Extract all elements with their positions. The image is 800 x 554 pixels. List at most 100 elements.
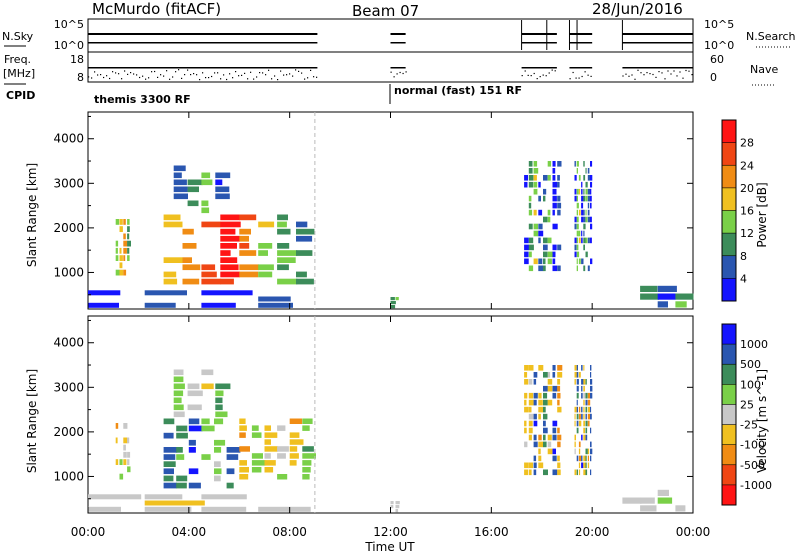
nave-dot [151, 71, 153, 73]
heatmap-cell [547, 385, 553, 392]
colorbar-segment [722, 120, 736, 143]
heatmap-cell [576, 399, 578, 406]
nave-dot [646, 72, 648, 74]
heatmap-cell [201, 290, 253, 296]
power-y-ticks: 1000 2000 3000 4000 [53, 112, 694, 309]
heatmap-cell [576, 455, 579, 462]
heatmap-cell [585, 195, 588, 202]
nave-dot [100, 74, 102, 76]
heatmap-cell [123, 255, 126, 261]
nave-dot [166, 70, 168, 72]
cpid-segment-themis: themis 3300 RF [94, 93, 191, 106]
heatmap-cell [239, 235, 249, 242]
heatmap-cell [220, 250, 231, 256]
heatmap-cell [214, 475, 221, 482]
heatmap-cell [543, 385, 548, 392]
heatmap-cell [251, 467, 262, 473]
nsearch-trace [88, 42, 318, 44]
heatmap-cell [123, 247, 127, 254]
heatmap-cell [587, 462, 590, 469]
y-tick-label: 2000 [53, 425, 84, 439]
velocity-colorbar-label: Velocity [m s^-1] [755, 369, 769, 473]
nave-dot [533, 72, 535, 75]
heatmap-cell [552, 202, 557, 209]
nave-dot [643, 74, 645, 76]
heatmap-cell [127, 451, 131, 458]
heatmap-cell [251, 453, 263, 459]
heatmap-cell [543, 434, 546, 441]
heatmap-cell [543, 441, 547, 448]
heatmap-cell [583, 427, 585, 434]
heatmap-cell [552, 265, 558, 272]
nave-dot [217, 72, 219, 74]
heatmap-cell [188, 447, 196, 453]
heatmap-cell [576, 427, 579, 434]
heatmap-cell [538, 441, 544, 448]
nave-dot [283, 74, 285, 76]
heatmap-cell [590, 175, 593, 181]
nave-dot [640, 72, 642, 74]
heatmap-cell [547, 448, 553, 455]
heatmap-cell [390, 305, 396, 309]
nave-dot [691, 74, 693, 76]
heatmap-cell [215, 179, 223, 186]
heatmap-cell [533, 413, 537, 420]
heatmap-cell [524, 399, 527, 406]
nave-dot [587, 74, 589, 76]
heatmap-cell [264, 439, 271, 445]
heatmap-cell [576, 230, 579, 237]
nave-dot [655, 76, 657, 78]
heatmap-cell [576, 365, 578, 371]
summary-strips [88, 20, 693, 81]
nave-dot [97, 74, 99, 76]
heatmap-cell [524, 244, 529, 251]
heatmap-cell [547, 258, 552, 265]
heatmap-cell [583, 469, 586, 476]
heatmap-cell [123, 219, 126, 225]
colorbar-tick-label: 28 [740, 137, 754, 150]
heatmap-cell [277, 214, 288, 221]
heatmap-cell [220, 228, 236, 235]
heatmap-cell [590, 365, 592, 371]
heatmap-cell [552, 251, 556, 258]
heatmap-cell [187, 383, 200, 390]
heatmap-cell [524, 427, 527, 434]
heatmap-cell [583, 216, 586, 223]
nave-dot [214, 72, 216, 74]
heatmap-cell [258, 250, 268, 256]
heatmap-cell [675, 301, 687, 308]
heatmap-cell [289, 460, 297, 466]
nave-dot [169, 78, 171, 80]
nave-dot [157, 76, 159, 78]
nave-tick-top: 60 [710, 53, 724, 66]
heatmap-cell [543, 195, 546, 202]
heatmap-cell [543, 469, 548, 476]
nave-dot [103, 76, 105, 79]
heatmap-cell [187, 404, 202, 411]
heatmap-cell [576, 202, 579, 209]
heatmap-cell [163, 454, 176, 460]
nave-dot [193, 73, 195, 75]
nsearch-tick-bottom: 10^0 [704, 39, 734, 52]
colorbar-tick-label: 24 [740, 159, 754, 172]
nave-dot [235, 71, 237, 73]
beam-label: Beam 07 [352, 2, 419, 20]
heatmap-cell [538, 195, 541, 202]
heatmap-cell [590, 469, 592, 476]
x-tick-label: 00:00 [71, 525, 106, 539]
nsearch-tick-top: 10^5 [704, 18, 734, 31]
heatmap-cell [220, 235, 241, 242]
heatmap-cell [176, 482, 187, 489]
heatmap-cell [115, 255, 119, 261]
power-ylabel: Slant Range [km] [25, 163, 39, 267]
nave-dot [232, 77, 234, 79]
heatmap-cell [176, 475, 188, 482]
heatmap-cell [215, 172, 231, 179]
heatmap-cell [115, 219, 120, 225]
freq-tick-top: 18 [70, 53, 84, 66]
heatmap-cell [557, 379, 561, 385]
heatmap-cell [576, 265, 578, 272]
heatmap-cell [552, 181, 558, 188]
power-panel: 1000 2000 3000 4000 Slant Range [km] [25, 111, 694, 310]
heatmap-cell [239, 432, 246, 438]
